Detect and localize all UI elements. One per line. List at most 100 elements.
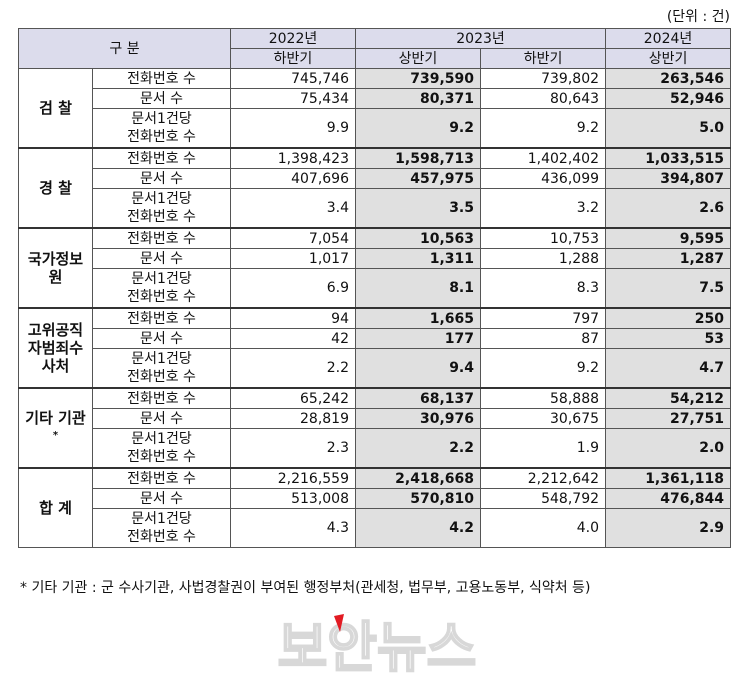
value-cell: 3.2 (479, 188, 607, 229)
header-category: 구 분 (18, 28, 231, 69)
value-cell: 80,371 (355, 88, 481, 109)
watermark-logo: 보안뉴스 (277, 614, 477, 680)
value-cell: 5.0 (605, 108, 732, 149)
table-row: 검 찰 전화번호 수 745,746 739,590 739,802 263,546 (18, 68, 732, 149)
value-cell: 68,137 (355, 387, 481, 409)
value-cell: 739,802 (479, 68, 607, 89)
value-cell: 457,975 (355, 168, 481, 189)
value-cell: 9.4 (355, 348, 481, 389)
row-label-line: 문서1건당 (131, 111, 192, 127)
value-cell: 8.3 (479, 268, 607, 309)
header-half: 하반기 (479, 48, 607, 69)
value-cell: 27,751 (605, 408, 732, 429)
value-cell: 2,418,668 (355, 467, 481, 489)
row-label: 문서1건당 전화번호 수 (92, 188, 231, 229)
row-label-line: 문서1건당 (131, 271, 192, 287)
row-label: 전화번호 수 (92, 227, 231, 249)
row-label-line: 문서1건당 (131, 511, 192, 527)
row-label: 문서1건당 전화번호 수 (92, 428, 231, 469)
group-name: 기타 기관 (25, 408, 86, 427)
value-cell: 2.2 (355, 428, 481, 469)
value-cell: 570,810 (355, 488, 481, 509)
value-cell: 80,643 (479, 88, 607, 109)
table-row: 문서1건당 전화번호 수 4.3 4.2 4.0 2.9 (19, 508, 732, 548)
value-cell: 10,753 (479, 227, 607, 249)
row-label-line: 전화번호 수 (127, 129, 196, 145)
value-cell: 54,212 (605, 387, 732, 409)
value-cell: 1,398,423 (230, 147, 356, 169)
value-cell: 6.9 (230, 268, 356, 309)
value-cell: 7,054 (230, 227, 356, 249)
group-name: 국가정보원 (27, 250, 84, 286)
value-cell: 1,598,713 (355, 147, 481, 169)
value-cell: 1,287 (605, 248, 732, 269)
value-cell: 745,746 (230, 68, 356, 89)
value-cell: 394,807 (605, 168, 732, 189)
header-half: 상반기 (355, 48, 481, 69)
group-name: 경 찰 (39, 179, 72, 197)
row-label-line: 전화번호 수 (127, 529, 196, 545)
table-row: 국가정보원 전화번호 수 7,054 10,563 10,753 9,595 (18, 227, 732, 309)
row-label: 문서 수 (92, 168, 231, 189)
row-label-line: 전화번호 수 (127, 289, 196, 305)
value-cell: 1,288 (479, 248, 607, 269)
table-row: 문서 수 75,434 80,371 80,643 52,946 (19, 88, 732, 109)
row-label: 문서 수 (92, 88, 231, 109)
value-cell: 7.5 (605, 268, 732, 309)
value-cell: 52,946 (605, 88, 732, 109)
value-cell: 9,595 (605, 227, 732, 249)
header-half: 하반기 (230, 48, 356, 69)
row-label: 전화번호 수 (92, 387, 231, 409)
value-cell: 28,819 (230, 408, 356, 429)
value-cell: 407,696 (230, 168, 356, 189)
value-cell: 1,665 (355, 307, 481, 329)
table-row: 문서1건당 전화번호 수 6.9 8.1 8.3 7.5 (19, 268, 732, 309)
table-row: 문서1건당 전화번호 수 2.3 2.2 1.9 2.0 (19, 428, 732, 469)
table-row: 문서 수 28,819 30,976 30,675 27,751 (19, 408, 732, 429)
value-cell: 739,590 (355, 68, 481, 89)
table-row: 문서 수 1,017 1,311 1,288 1,287 (19, 248, 732, 269)
row-label: 문서 수 (92, 488, 231, 509)
row-label: 문서 수 (92, 328, 231, 349)
value-cell: 2,216,559 (230, 467, 356, 489)
row-label-line: 전화번호 수 (127, 369, 196, 385)
logo-accent-mark (334, 614, 344, 632)
footnote: * 기타 기관 : 군 수사기관, 사법경찰권이 부여된 행정부처(관세청, 법… (20, 580, 591, 596)
value-cell: 1.9 (479, 428, 607, 469)
header-year-2023: 2023년 (354, 28, 607, 49)
value-cell: 263,546 (605, 68, 732, 89)
group-label: 고위공직자범죄수사처 (18, 307, 93, 389)
value-cell: 8.1 (355, 268, 481, 309)
value-cell: 4.0 (479, 508, 607, 548)
header-half: 상반기 (605, 48, 732, 69)
value-cell: 513,008 (230, 488, 356, 509)
value-cell: 9.2 (479, 108, 607, 149)
row-label-line: 전화번호 수 (127, 449, 196, 465)
value-cell: 94 (230, 307, 356, 329)
table-row: 문서1건당 전화번호 수 2.2 9.4 9.2 4.7 (19, 348, 732, 389)
table-body: 검 찰 전화번호 수 745,746 739,590 739,802 263,546 문서 … (18, 68, 732, 548)
group-name: 고위공직자범죄수사처 (27, 321, 84, 375)
table-row: 기타 기관* 전화번호 수 65,242 68,137 58,888 54,212 (18, 387, 732, 469)
statistics-table: 구 분 2022년 2023년 2024년 하반기 상반기 하반기 상반기 검 … (18, 28, 732, 548)
footnote-marker: * (52, 429, 59, 441)
row-label: 문서1건당 전화번호 수 (92, 348, 231, 389)
row-label: 전화번호 수 (92, 68, 231, 89)
value-cell: 9.2 (479, 348, 607, 389)
group-label: 합 계 (18, 467, 93, 548)
value-cell: 10,563 (355, 227, 481, 249)
value-cell: 9.2 (355, 108, 481, 149)
value-cell: 1,361,118 (605, 467, 732, 489)
value-cell: 476,844 (605, 488, 732, 509)
value-cell: 4.3 (230, 508, 356, 548)
value-cell: 4.2 (355, 508, 481, 548)
watermark-text: 보안뉴스 (278, 616, 477, 679)
value-cell: 1,402,402 (479, 147, 607, 169)
group-name: 검 찰 (39, 99, 72, 117)
value-cell: 2,212,642 (479, 467, 607, 489)
value-cell: 65,242 (230, 387, 356, 409)
